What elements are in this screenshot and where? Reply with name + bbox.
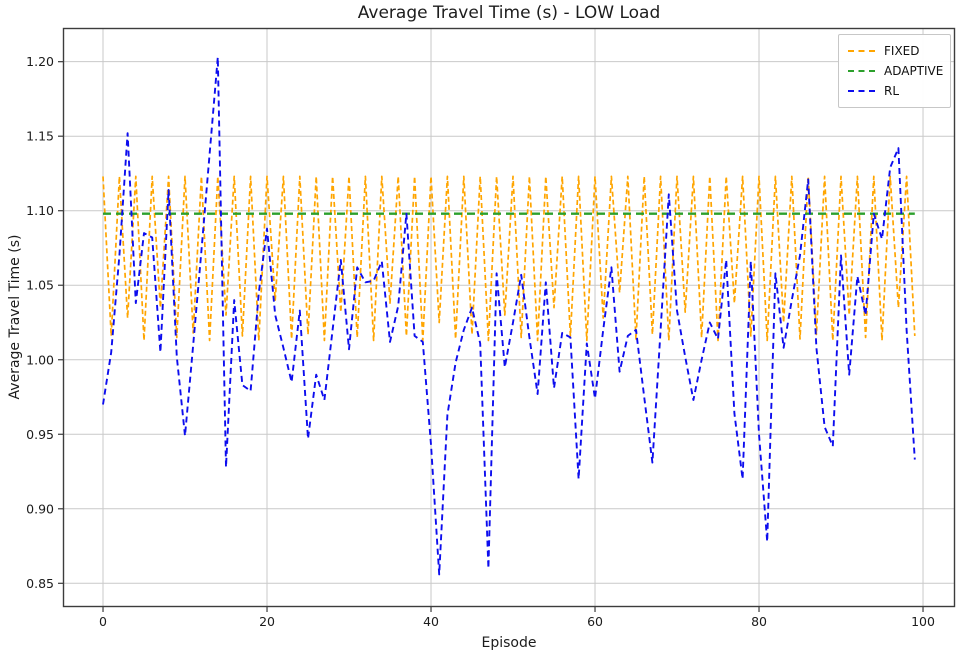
- legend: FIXED ADAPTIVE RL: [838, 34, 951, 108]
- y-tick-label: 0.95: [26, 427, 54, 442]
- legend-item-adaptive: ADAPTIVE: [848, 61, 944, 81]
- x-tick-label: 80: [751, 614, 767, 629]
- legend-swatch-rl-icon: [848, 90, 875, 92]
- legend-item-rl: RL: [848, 81, 941, 101]
- legend-label: RL: [884, 84, 900, 98]
- y-tick-label: 0.90: [26, 501, 54, 516]
- x-tick-label: 0: [99, 614, 107, 629]
- legend-swatch-fixed-icon: [848, 50, 875, 52]
- y-tick-label: 1.20: [26, 54, 54, 69]
- y-tick-label: 1.05: [26, 278, 54, 293]
- series-rl: [102, 56, 916, 576]
- legend-label: FIXED: [884, 44, 920, 58]
- y-tick-label: 1.15: [26, 129, 54, 144]
- y-tick-label: 0.85: [26, 576, 54, 591]
- y-tick-label: 1.10: [26, 203, 54, 218]
- y-tick-label: 1.00: [26, 352, 54, 367]
- series-fixed: [102, 175, 916, 342]
- legend-swatch-adaptive-icon: [848, 70, 875, 72]
- legend-label: ADAPTIVE: [884, 64, 944, 78]
- x-tick-label: 60: [587, 614, 603, 629]
- x-tick-label: 40: [423, 614, 439, 629]
- chart-title: Average Travel Time (s) - LOW Load: [357, 3, 661, 23]
- y-axis-label: Average Travel Time (s): [7, 234, 23, 400]
- x-tick-label: 100: [911, 614, 935, 629]
- x-tick-label: 20: [259, 614, 275, 629]
- legend-item-fixed: FIXED: [848, 41, 941, 61]
- plot-spines: [62, 27, 956, 608]
- x-axis-label: Episode: [481, 635, 537, 651]
